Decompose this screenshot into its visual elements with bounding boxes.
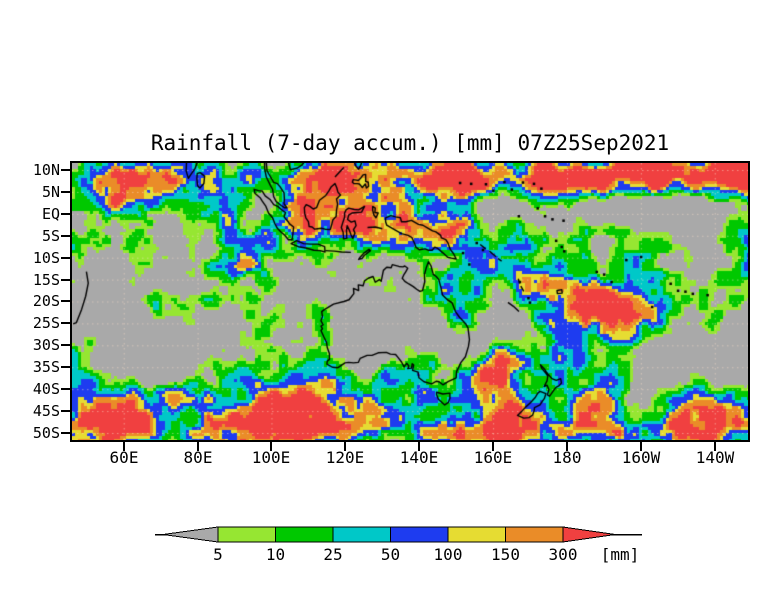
lat-tick-label: 15S bbox=[32, 271, 60, 289]
lat-tick-mark bbox=[61, 322, 71, 324]
lat-tick-mark bbox=[61, 388, 71, 390]
lon-tick-label: 60E bbox=[109, 448, 139, 467]
lat-tick-label: 5N bbox=[41, 183, 60, 201]
lat-tick-mark bbox=[61, 366, 71, 368]
lon-tick-mark bbox=[714, 442, 716, 451]
lat-tick-label: 40S bbox=[32, 380, 60, 398]
lat-tick-label: EQ bbox=[41, 205, 60, 223]
lat-tick-mark bbox=[61, 191, 71, 193]
lon-tick-mark bbox=[566, 442, 568, 451]
lat-tick-label: 20S bbox=[32, 292, 60, 310]
colorbar-tick-label: 50 bbox=[380, 545, 401, 564]
colorbar-tick-label: 10 bbox=[265, 545, 286, 564]
lat-tick-mark bbox=[61, 235, 71, 237]
lon-tick-label: 80E bbox=[183, 448, 213, 467]
colorbar-segment bbox=[505, 526, 564, 543]
lat-tick-mark bbox=[61, 169, 71, 171]
lat-tick-label: 25S bbox=[32, 314, 60, 332]
colorbar-below-min-arrow bbox=[162, 526, 219, 543]
lat-tick-mark bbox=[61, 257, 71, 259]
lon-tick-label: 160E bbox=[473, 448, 513, 467]
colorbar-unit-label: [mm] bbox=[600, 545, 640, 564]
lat-tick-mark bbox=[61, 300, 71, 302]
lon-tick-label: 140W bbox=[695, 448, 735, 467]
lat-tick-label: 10S bbox=[32, 249, 60, 267]
colorbar-graphic bbox=[155, 526, 642, 543]
lon-tick-label: 100E bbox=[251, 448, 291, 467]
rainfall-heatmap-canvas bbox=[70, 161, 750, 442]
colorbar-segment bbox=[447, 526, 506, 543]
lat-tick-mark bbox=[61, 410, 71, 412]
lat-tick-label: 30S bbox=[32, 336, 60, 354]
lat-tick-label: 50S bbox=[32, 424, 60, 442]
lon-tick-mark bbox=[640, 442, 642, 451]
colorbar-above-max-arrow bbox=[562, 526, 616, 543]
colorbar-tick-label: 300 bbox=[548, 545, 578, 564]
lon-tick-mark bbox=[344, 442, 346, 451]
colorbar-tick-label: 100 bbox=[433, 545, 463, 564]
lat-tick-label: 35S bbox=[32, 358, 60, 376]
colorbar-segment bbox=[217, 526, 276, 543]
lat-tick-label: 5S bbox=[41, 227, 60, 245]
lat-tick-label: 10N bbox=[32, 161, 60, 179]
colorbar-segment bbox=[390, 526, 449, 543]
lon-tick-label: 160W bbox=[621, 448, 661, 467]
colorbar: 5 10 25 50 100 150 300 [mm] bbox=[140, 520, 720, 568]
colorbar-segment bbox=[332, 526, 391, 543]
lat-tick-mark bbox=[61, 432, 71, 434]
lon-tick-mark bbox=[123, 442, 125, 451]
lon-tick-mark bbox=[492, 442, 494, 451]
colorbar-segment bbox=[275, 526, 334, 543]
lat-tick-mark bbox=[61, 279, 71, 281]
lon-tick-label: 180 bbox=[552, 448, 582, 467]
lon-tick-mark bbox=[418, 442, 420, 451]
colorbar-tick-label: 5 bbox=[213, 545, 223, 564]
lon-tick-mark bbox=[270, 442, 272, 451]
lat-tick-mark bbox=[61, 344, 71, 346]
lat-tick-label: 45S bbox=[32, 402, 60, 420]
lon-tick-label: 140E bbox=[399, 448, 439, 467]
colorbar-tick-label: 150 bbox=[491, 545, 520, 564]
lat-tick-mark bbox=[61, 213, 71, 215]
colorbar-tick-label: 25 bbox=[323, 545, 343, 564]
lon-tick-mark bbox=[197, 442, 199, 451]
plot-title: Rainfall (7-day accum.) [mm] 07Z25Sep202… bbox=[150, 131, 670, 155]
lon-tick-label: 120E bbox=[325, 448, 365, 467]
